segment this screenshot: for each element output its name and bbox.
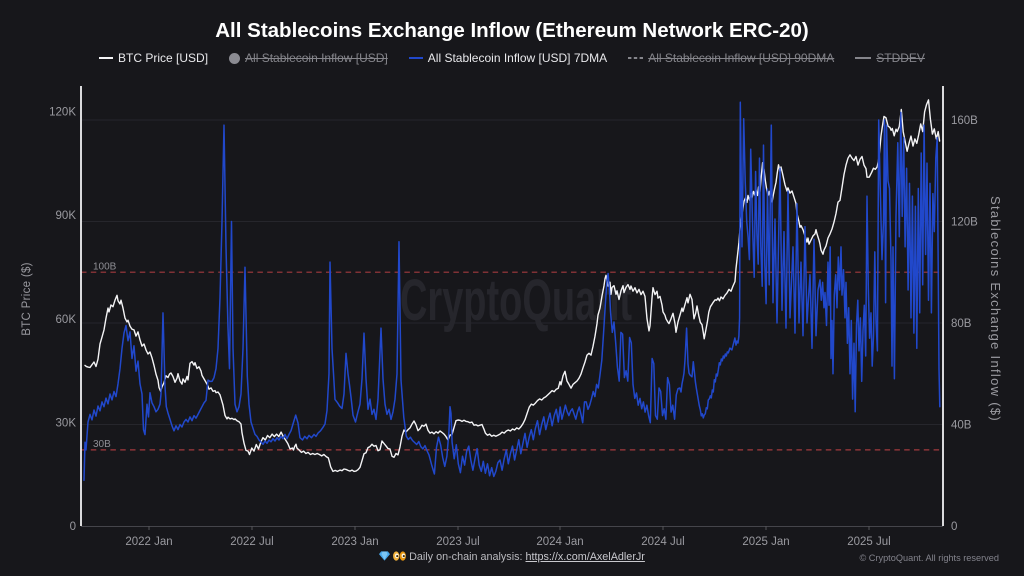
svg-text:60K: 60K [56,314,77,326]
svg-text:30K: 30K [56,417,77,429]
svg-text:Stablecoins Exchange Inflow ($: Stablecoins Exchange Inflow ($) [988,196,1003,422]
svg-text:2025 Jan: 2025 Jan [742,536,789,548]
svg-text:2025 Jul: 2025 Jul [847,536,890,548]
svg-text:2023 Jul: 2023 Jul [436,536,479,548]
svg-text:2022 Jan: 2022 Jan [125,536,172,548]
svg-text:100B: 100B [93,261,117,272]
svg-text:30B: 30B [93,439,111,450]
svg-text:160B: 160B [951,115,978,127]
svg-text:80B: 80B [951,318,972,330]
svg-text:40B: 40B [951,420,972,432]
svg-text:2022 Jul: 2022 Jul [230,536,273,548]
svg-text:120B: 120B [951,217,978,229]
svg-text:90K: 90K [56,210,77,222]
svg-text:2023 Jan: 2023 Jan [331,536,378,548]
svg-text:2024 Jul: 2024 Jul [641,536,684,548]
svg-text:2024 Jan: 2024 Jan [536,536,583,548]
svg-text:0: 0 [951,521,957,533]
svg-text:BTC Price ($): BTC Price ($) [21,262,33,336]
svg-text:0: 0 [70,521,76,533]
svg-text:CryptoQuant: CryptoQuant [400,268,632,333]
svg-text:120K: 120K [49,107,76,119]
